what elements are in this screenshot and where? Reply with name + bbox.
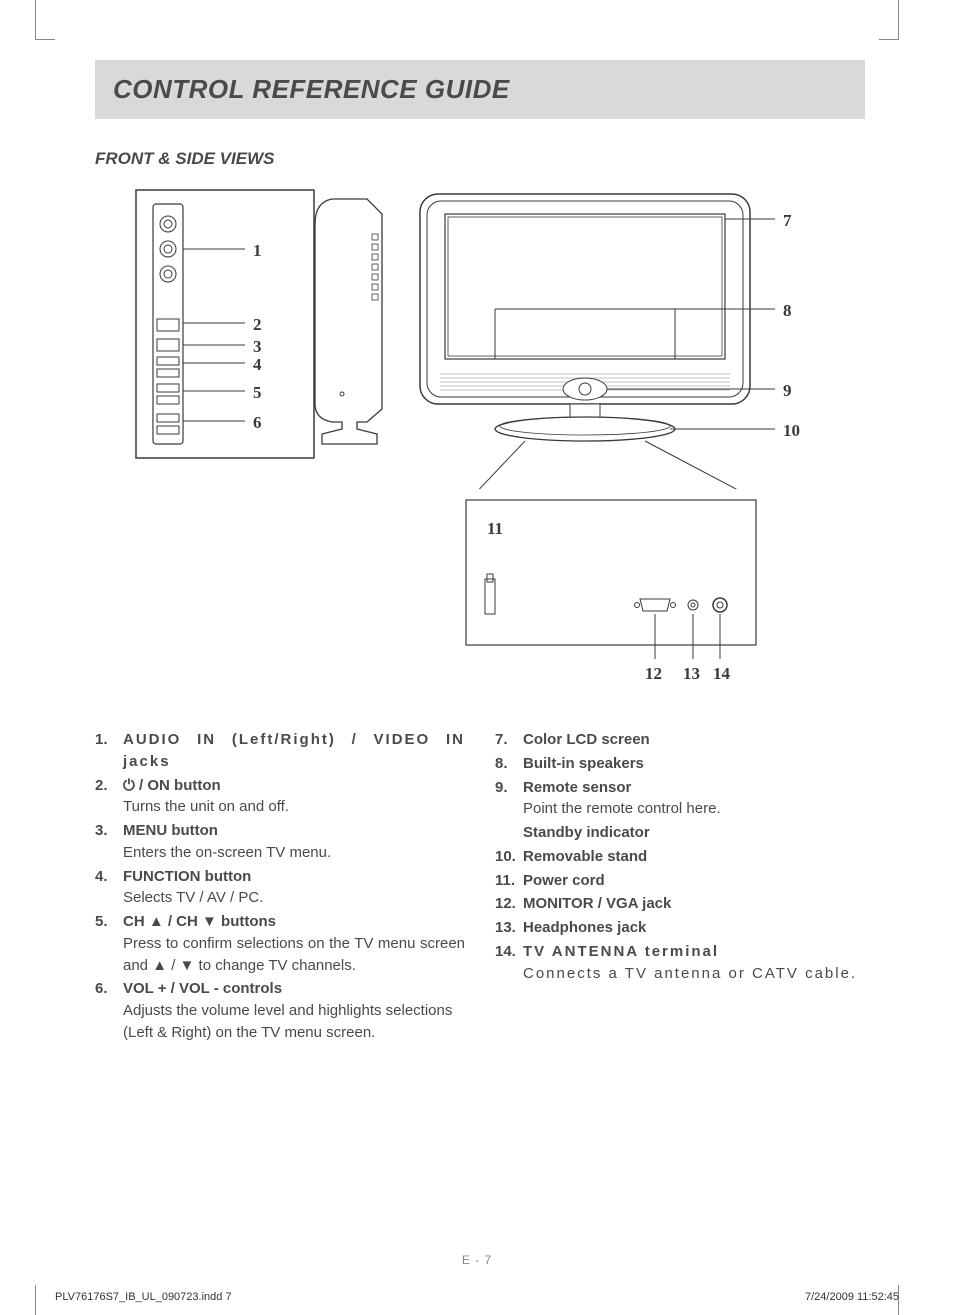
legend-body: VOL + / VOL - controlsAdjusts the volume…	[123, 978, 465, 1043]
legend-item: 14.TV ANTENNA terminalConnects a TV ante…	[495, 941, 865, 985]
legend-title: ⏻ / ON button	[123, 775, 465, 797]
legend-desc: Turns the unit on and off.	[123, 796, 465, 818]
legend-num: 14.	[495, 941, 523, 985]
legend-item: 2.⏻ / ON buttonTurns the unit on and off…	[95, 775, 465, 819]
legend-title: Color LCD screen	[523, 729, 865, 751]
legend-item: 3.MENU buttonEnters the on-screen TV men…	[95, 820, 465, 864]
legend-body: Removable stand	[523, 846, 865, 868]
footer: PLV76176S7_IB_UL_090723.indd 7 7/24/2009…	[55, 1291, 899, 1303]
callout-13: 13	[683, 664, 700, 684]
legend-body: Remote sensorPoint the remote control he…	[523, 777, 865, 844]
legend-body: TV ANTENNA terminalConnects a TV antenna…	[523, 941, 865, 985]
legend-title: Headphones jack	[523, 917, 865, 939]
page-number: E - 7	[0, 1253, 954, 1267]
footer-timestamp: 7/24/2009 11:52:45	[805, 1291, 899, 1303]
legend-item: 13.Headphones jack	[495, 917, 865, 939]
legend-body: MONITOR / VGA jack	[523, 893, 865, 915]
legend-item: 7.Color LCD screen	[495, 729, 865, 751]
legend-title: FUNCTION button	[123, 866, 465, 888]
legend-num: 7.	[495, 729, 523, 751]
legend-item: 4.FUNCTION buttonSelects TV / AV / PC.	[95, 866, 465, 910]
legend-title: TV ANTENNA terminal	[523, 941, 865, 963]
diagram-area: 1 2 3 4 5 6	[115, 189, 865, 709]
tv-front-diagram	[415, 189, 775, 489]
legend-body: CH ▲ / CH ▼ buttonsPress to confirm sele…	[123, 911, 465, 976]
page-title: CONTROL REFERENCE GUIDE	[113, 74, 510, 104]
callout-10: 10	[783, 421, 800, 441]
legend-num: 1.	[95, 729, 123, 773]
callout-7: 7	[783, 211, 792, 231]
legend-num: 6.	[95, 978, 123, 1043]
footer-file: PLV76176S7_IB_UL_090723.indd 7	[55, 1291, 232, 1303]
callout-12: 12	[645, 664, 662, 684]
legend-desc: Adjusts the volume level and highlights …	[123, 1000, 465, 1044]
legend-item: 8.Built-in speakers	[495, 753, 865, 775]
legend-col-left: 1.AUDIO IN (Left/Right) / VIDEO IN jacks…	[95, 729, 465, 1046]
legend-num: 10.	[495, 846, 523, 868]
legend-body: Headphones jack	[523, 917, 865, 939]
legend-num: 12.	[495, 893, 523, 915]
legend-item: 12.MONITOR / VGA jack	[495, 893, 865, 915]
legend-num: 8.	[495, 753, 523, 775]
legend-columns: 1.AUDIO IN (Left/Right) / VIDEO IN jacks…	[95, 729, 865, 1046]
callout-11: 11	[487, 519, 503, 539]
page-title-bar: CONTROL REFERENCE GUIDE	[95, 60, 865, 119]
legend-col-right: 7.Color LCD screen8.Built-in speakers9.R…	[495, 729, 865, 1046]
legend-desc: Connects a TV antenna or CATV cable.	[523, 963, 865, 985]
legend-body: FUNCTION buttonSelects TV / AV / PC.	[123, 866, 465, 910]
callout-4: 4	[253, 355, 262, 375]
legend-desc: Enters the on-screen TV menu.	[123, 842, 465, 864]
legend-body: MENU buttonEnters the on-screen TV menu.	[123, 820, 465, 864]
legend-title: MENU button	[123, 820, 465, 842]
legend-title: MONITOR / VGA jack	[523, 893, 865, 915]
legend-title: Remote sensor	[523, 777, 865, 799]
legend-desc: Point the remote control here.	[523, 798, 865, 820]
page-content: CONTROL REFERENCE GUIDE FRONT & SIDE VIE…	[95, 60, 865, 1046]
legend-item: 1.AUDIO IN (Left/Right) / VIDEO IN jacks	[95, 729, 465, 773]
legend-desc: Press to confirm selections on the TV me…	[123, 933, 465, 977]
rear-panel-diagram	[465, 499, 765, 669]
callout-5: 5	[253, 383, 262, 403]
section-subhead: FRONT & SIDE VIEWS	[95, 149, 865, 169]
callout-14: 14	[713, 664, 730, 684]
legend-num: 5.	[95, 911, 123, 976]
callout-3: 3	[253, 337, 262, 357]
legend-title: VOL + / VOL - controls	[123, 978, 465, 1000]
callout-1: 1	[253, 241, 262, 261]
legend-num: 4.	[95, 866, 123, 910]
legend-item: 9.Remote sensorPoint the remote control …	[495, 777, 865, 844]
legend-item: 5.CH ▲ / CH ▼ buttonsPress to confirm se…	[95, 911, 465, 976]
legend-body: Color LCD screen	[523, 729, 865, 751]
legend-title: CH ▲ / CH ▼ buttons	[123, 911, 465, 933]
legend-title: Removable stand	[523, 846, 865, 868]
legend-item: 10.Removable stand	[495, 846, 865, 868]
legend-item: 11.Power cord	[495, 870, 865, 892]
callout-9: 9	[783, 381, 792, 401]
legend-num: 3.	[95, 820, 123, 864]
legend-body: AUDIO IN (Left/Right) / VIDEO IN jacks	[123, 729, 465, 773]
legend-body: Built-in speakers	[523, 753, 865, 775]
legend-title: Power cord	[523, 870, 865, 892]
legend-num: 11.	[495, 870, 523, 892]
legend-subtitle: Standby indicator	[523, 822, 865, 844]
callout-6: 6	[253, 413, 262, 433]
callout-8: 8	[783, 301, 792, 321]
callout-2: 2	[253, 315, 262, 335]
legend-body: ⏻ / ON buttonTurns the unit on and off.	[123, 775, 465, 819]
legend-desc: Selects TV / AV / PC.	[123, 887, 465, 909]
legend-item: 6.VOL + / VOL - controlsAdjusts the volu…	[95, 978, 465, 1043]
legend-num: 9.	[495, 777, 523, 844]
side-profile-diagram	[287, 194, 407, 454]
legend-body: Power cord	[523, 870, 865, 892]
legend-title: AUDIO IN (Left/Right) / VIDEO IN jacks	[123, 729, 465, 773]
legend-num: 2.	[95, 775, 123, 819]
legend-num: 13.	[495, 917, 523, 939]
legend-title: Built-in speakers	[523, 753, 865, 775]
